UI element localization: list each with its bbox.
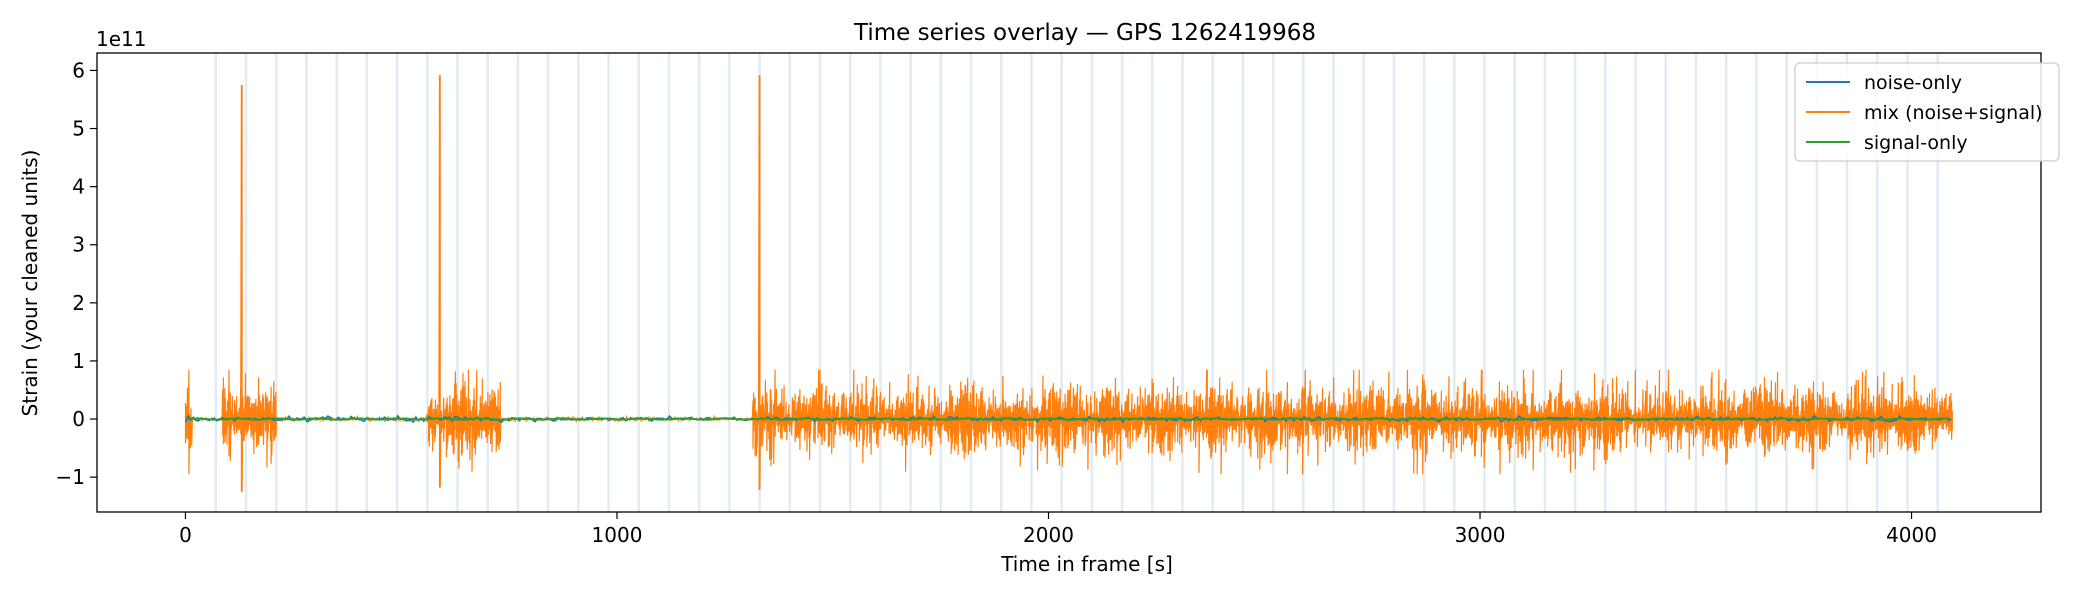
vertical-band	[244, 53, 248, 512]
vertical-band	[305, 53, 308, 512]
y-tick-label: 0	[72, 407, 85, 431]
vertical-band	[577, 53, 580, 512]
vertical-band	[818, 53, 822, 512]
legend-entry: signal-only	[1864, 132, 1968, 154]
vertical-band	[1271, 53, 1275, 512]
vertical-band	[1755, 53, 1758, 512]
vertical-band	[1241, 53, 1245, 512]
x-tick-label: 1000	[592, 523, 643, 547]
vertical-band	[697, 53, 701, 512]
vertical-band	[365, 53, 369, 512]
vertical-band	[1724, 53, 1728, 512]
x-tick-label: 4000	[1886, 523, 1937, 547]
vertical-band	[1513, 53, 1516, 512]
vertical-band	[1151, 53, 1154, 512]
vertical-band	[275, 53, 278, 512]
vertical-bands	[214, 53, 1939, 512]
vertical-band	[939, 53, 943, 512]
vertical-band	[849, 53, 852, 512]
y-tick-label: −1	[56, 465, 85, 489]
vertical-band	[1332, 53, 1335, 512]
vertical-band	[607, 53, 610, 512]
series-line-signal-only	[185, 417, 1950, 421]
vertical-band	[1815, 53, 1819, 512]
vertical-band	[1090, 53, 1094, 512]
y-tick-label: 6	[72, 58, 85, 82]
vertical-band	[516, 53, 520, 512]
vertical-band	[1181, 53, 1184, 512]
vertical-band	[788, 53, 791, 512]
y-axis-label: Strain (your cleaned units)	[18, 150, 42, 417]
vertical-band	[637, 53, 640, 512]
vertical-band	[1422, 53, 1426, 512]
vertical-band	[1906, 53, 1909, 512]
vertical-band	[1845, 53, 1849, 512]
vertical-band	[456, 53, 459, 512]
x-tick-label: 2000	[1023, 523, 1074, 547]
x-axis-label: Time in frame [s]	[1000, 552, 1173, 576]
y-axis-ticks: −1 0 1 2 3 4 5 6	[56, 58, 97, 489]
vertical-band	[1876, 53, 1879, 512]
vertical-band	[1392, 53, 1396, 512]
y-tick-label: 1	[72, 349, 85, 373]
vertical-band	[667, 53, 671, 512]
vertical-band	[1000, 53, 1003, 512]
plot-area	[184, 75, 1953, 492]
vertical-band	[1030, 53, 1033, 512]
y-tick-label: 4	[72, 175, 85, 199]
vertical-band	[909, 53, 912, 512]
vertical-band	[1604, 53, 1607, 512]
vertical-band	[1302, 53, 1305, 512]
vertical-band	[1785, 53, 1788, 512]
x-axis-ticks: 0 1000 2000 3000 4000	[179, 512, 1937, 547]
vertical-band	[1120, 53, 1124, 512]
vertical-band	[1362, 53, 1365, 512]
vertical-band	[969, 53, 973, 512]
vertical-band	[1211, 53, 1214, 512]
y-tick-label: 5	[72, 117, 85, 141]
vertical-band	[728, 53, 731, 512]
vertical-band	[1060, 53, 1063, 512]
legend: noise-only mix (noise+signal) signal-only	[1794, 62, 2060, 162]
vertical-band	[546, 53, 550, 512]
y-offset-text: 1e11	[96, 27, 146, 51]
legend-entry: mix (noise+signal)	[1864, 102, 2043, 124]
legend-entry: noise-only	[1864, 72, 1962, 94]
vertical-band	[395, 53, 399, 512]
axes-frame	[96, 52, 2042, 513]
vertical-band	[214, 53, 218, 512]
vertical-band	[1936, 53, 1939, 512]
series-line-noise-only	[184, 414, 1952, 424]
vertical-band	[335, 53, 338, 512]
vertical-band	[1573, 53, 1577, 512]
y-tick-label: 3	[72, 233, 85, 257]
x-tick-label: 3000	[1455, 523, 1506, 547]
vertical-band	[1453, 53, 1456, 512]
legend-box	[1794, 62, 2060, 162]
vertical-band	[486, 53, 489, 512]
y-tick-label: 2	[72, 291, 85, 315]
vertical-band	[1543, 53, 1547, 512]
vertical-band	[426, 53, 429, 512]
vertical-band	[879, 53, 882, 512]
x-tick-label: 0	[179, 523, 192, 547]
vertical-band	[1634, 53, 1637, 512]
chart-title: Time series overlay — GPS 1262419968	[853, 20, 1316, 46]
vertical-band	[1483, 53, 1486, 512]
vertical-band	[1664, 53, 1667, 512]
vertical-band	[1694, 53, 1698, 512]
